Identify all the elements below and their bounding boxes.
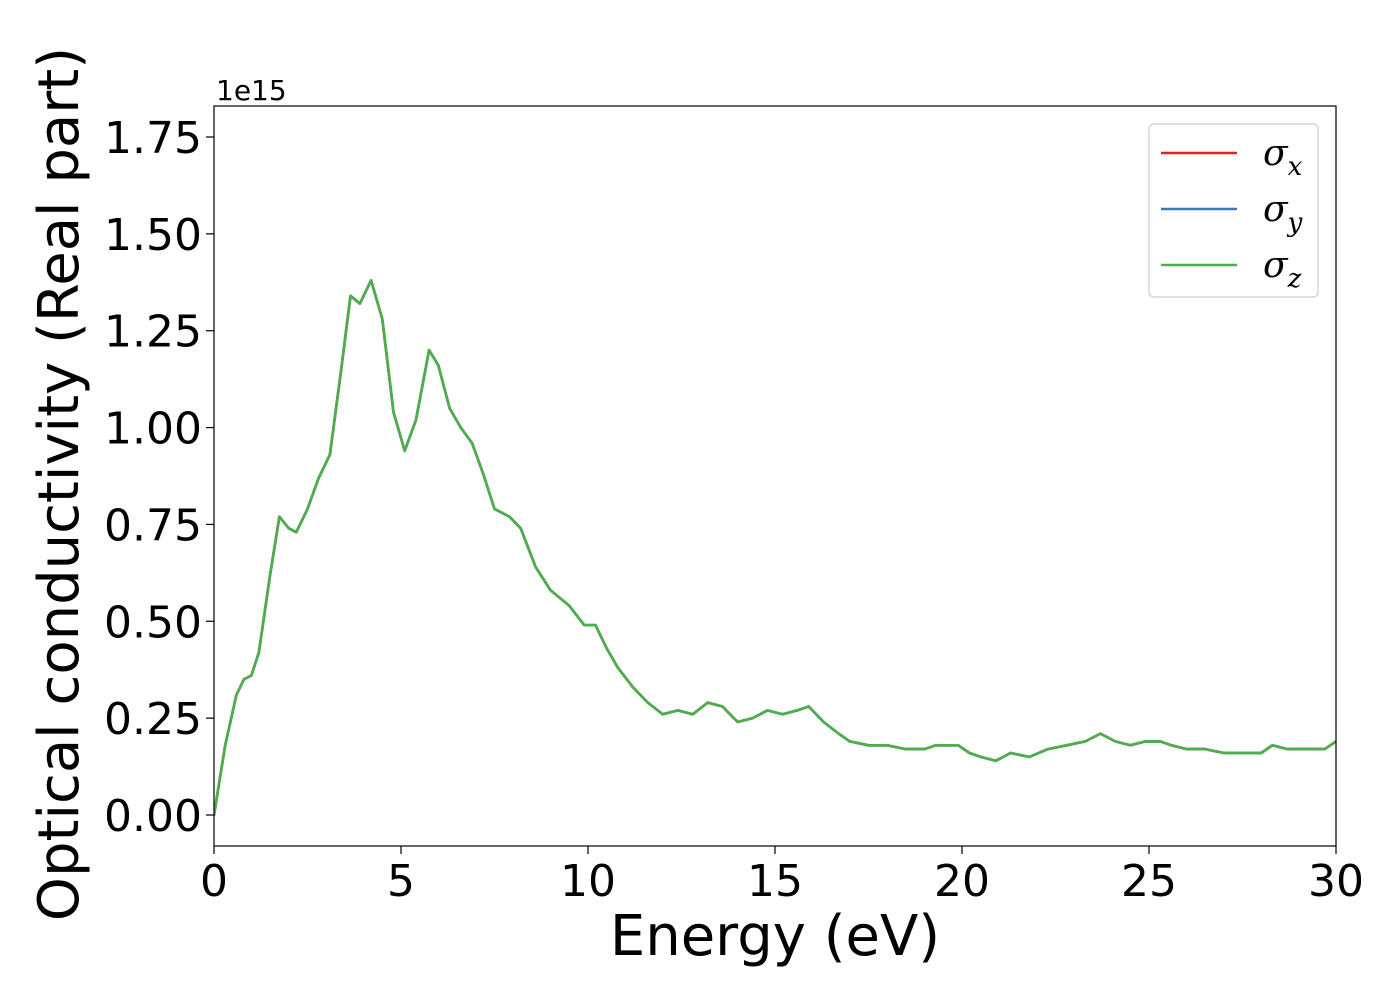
y-tick-label: 1.75	[104, 113, 202, 164]
y-axis: 0.00 0.25 0.50 0.75 1.00 1.25 1.50 1.75	[104, 113, 214, 842]
y-tick-label: 0.75	[104, 500, 202, 551]
legend-symbol: σ	[1263, 133, 1289, 174]
x-tick-label: 5	[387, 856, 415, 907]
y-tick-label: 0.50	[104, 597, 202, 648]
series-layer	[214, 279, 1336, 817]
y-tick-label: 0.25	[104, 694, 202, 745]
x-tick-label: 0	[200, 856, 228, 907]
x-tick-label: 20	[934, 856, 990, 907]
x-axis: 0 5 10 15 20 25 30	[200, 846, 1364, 907]
legend-symbol: σ	[1263, 245, 1289, 286]
y-tick-label: 1.00	[104, 404, 202, 455]
x-tick-label: 25	[1121, 856, 1177, 907]
legend-subscript: z	[1287, 264, 1302, 294]
series-line-y	[214, 279, 1336, 817]
legend-item-x: σx	[1161, 133, 1303, 182]
x-tick-label: 15	[747, 856, 803, 907]
legend-subscript: y	[1287, 208, 1303, 238]
series-line-x	[214, 279, 1336, 817]
legend-item-y: σy	[1161, 189, 1303, 238]
y-tick-label: 1.50	[104, 210, 202, 261]
legend-label: σz	[1263, 245, 1302, 294]
y-tick-label: 1.25	[104, 307, 202, 358]
series-line-z	[214, 279, 1336, 817]
x-tick-label: 30	[1308, 856, 1364, 907]
legend-label: σy	[1263, 189, 1303, 238]
y-offset-text: 1e15	[216, 74, 287, 107]
x-axis-label: Energy (eV)	[610, 904, 940, 969]
legend-item-z: σz	[1161, 245, 1302, 294]
legend-box	[1148, 123, 1319, 298]
legend-label: σx	[1263, 133, 1303, 182]
legend-symbol: σ	[1263, 189, 1289, 230]
y-tick-label: 0.00	[104, 791, 202, 842]
x-tick-label: 10	[560, 856, 616, 907]
legend-subscript: x	[1288, 152, 1303, 182]
y-axis-label: Optical conductivity (Real part)	[27, 47, 92, 921]
